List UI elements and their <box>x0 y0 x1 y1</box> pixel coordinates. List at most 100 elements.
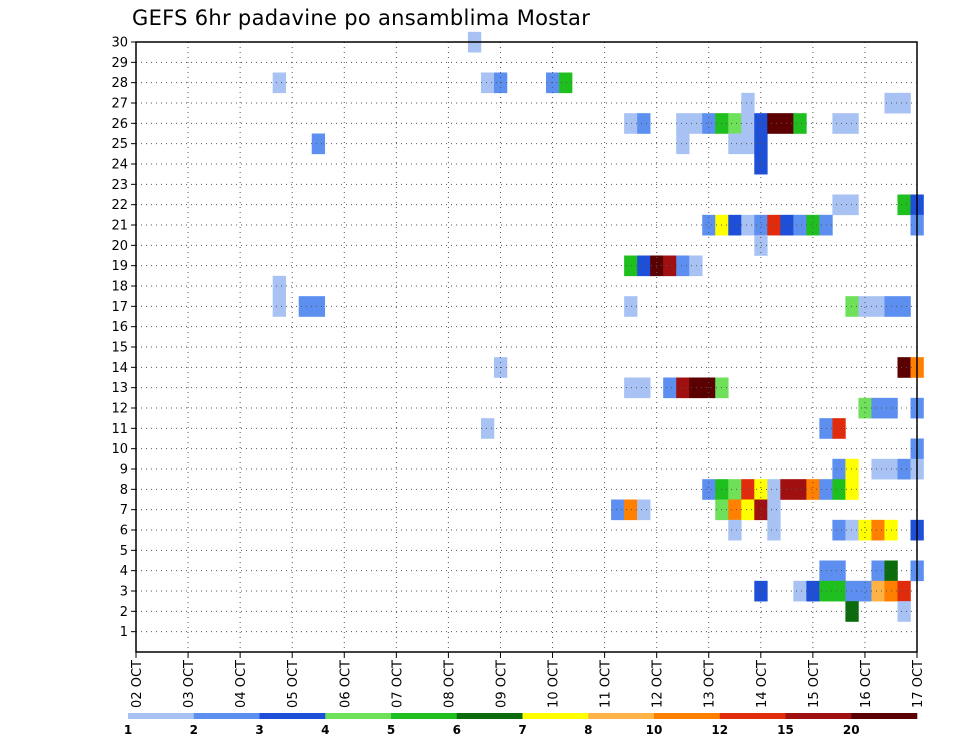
data-cell <box>298 296 313 317</box>
y-tick-label: 24 <box>111 158 128 173</box>
y-tick-label: 11 <box>111 422 128 437</box>
data-cell <box>871 397 885 419</box>
y-tick-label: 19 <box>111 259 128 274</box>
data-cell <box>793 214 807 236</box>
legend-swatch <box>193 713 260 719</box>
data-cell <box>767 479 781 500</box>
legend-swatch <box>851 713 918 719</box>
data-cell <box>637 255 651 277</box>
y-tick-label: 9 <box>120 463 128 478</box>
y-tick-label: 13 <box>111 381 128 396</box>
x-tick-label: 09 OCT <box>494 660 509 708</box>
data-cell <box>741 214 755 236</box>
legend-swatch <box>259 713 326 719</box>
data-cell <box>611 499 625 521</box>
legend-swatch <box>719 713 786 719</box>
data-cell <box>676 255 690 277</box>
data-cell <box>702 214 716 236</box>
data-cell <box>806 580 820 602</box>
data-cell <box>845 113 859 134</box>
data-cell <box>728 113 742 134</box>
legend-label: 6 <box>453 723 461 737</box>
y-tick-label: 29 <box>111 56 128 71</box>
data-cell <box>754 133 768 155</box>
x-tick-label: 04 OCT <box>234 660 249 708</box>
x-tick-label: 12 OCT <box>651 660 666 708</box>
x-tick-label: 13 OCT <box>703 660 718 708</box>
data-cell <box>559 72 573 94</box>
legend-label: 1 <box>124 723 132 737</box>
data-cell <box>793 479 807 500</box>
data-cell <box>767 113 781 134</box>
y-tick-label: 17 <box>111 300 128 315</box>
data-cell <box>832 560 846 582</box>
data-cell <box>676 377 690 399</box>
data-cell <box>728 214 742 236</box>
data-cell <box>897 580 911 602</box>
data-cell <box>624 499 638 521</box>
legend-label: 20 <box>843 723 860 737</box>
data-cell <box>871 519 885 541</box>
y-tick-label: 21 <box>111 219 128 234</box>
y-tick-label: 16 <box>111 320 128 335</box>
y-tick-label: 18 <box>111 280 128 295</box>
data-cell <box>897 296 911 317</box>
data-cell <box>272 296 286 317</box>
x-tick-label: 06 OCT <box>338 660 353 708</box>
x-tick-label: 16 OCT <box>859 660 874 708</box>
data-cell <box>728 479 742 500</box>
data-cell <box>767 499 781 521</box>
data-cell <box>754 214 768 236</box>
y-tick-label: 26 <box>111 117 128 132</box>
data-cell <box>637 377 651 399</box>
x-tick-label: 14 OCT <box>755 660 770 708</box>
y-tick-label: 25 <box>111 137 128 152</box>
data-cell <box>741 133 755 155</box>
data-cell <box>311 133 326 155</box>
data-cell <box>689 113 703 134</box>
data-cell <box>897 357 911 378</box>
chart-title: GEFS 6hr padavine po ansamblima Mostar <box>132 6 591 30</box>
data-cell <box>272 72 286 94</box>
data-cell <box>480 418 495 439</box>
data-cell <box>741 92 755 114</box>
data-cell <box>832 479 846 500</box>
legend-label: 15 <box>777 723 794 737</box>
legend-label: 7 <box>518 723 526 737</box>
data-cell <box>741 113 755 134</box>
y-tick-label: 12 <box>111 402 128 417</box>
data-cell <box>832 194 846 216</box>
y-tick-label: 14 <box>111 361 128 376</box>
data-cell <box>754 479 768 500</box>
data-cell <box>832 519 846 541</box>
y-tick-label: 6 <box>120 524 128 539</box>
legend-label: 5 <box>387 723 395 737</box>
y-tick-label: 22 <box>111 198 128 213</box>
legend-label: 4 <box>321 723 329 737</box>
data-cell <box>845 580 859 602</box>
data-cell <box>897 458 911 480</box>
data-cell <box>858 296 872 317</box>
legend-swatch <box>588 713 655 719</box>
data-cell <box>637 113 651 134</box>
data-cell <box>480 72 495 94</box>
data-cell <box>754 499 768 521</box>
data-cell <box>272 275 286 297</box>
data-cell <box>689 377 703 399</box>
data-cell <box>871 560 885 582</box>
x-tick-label: 11 OCT <box>599 660 614 708</box>
x-tick-label: 17 OCT <box>911 660 926 708</box>
data-cell <box>845 519 859 541</box>
data-cell <box>793 113 807 134</box>
data-cell <box>637 499 651 521</box>
data-cell <box>689 255 703 277</box>
x-tick-label: 05 OCT <box>286 660 301 708</box>
data-cell <box>793 580 807 602</box>
data-cell <box>702 479 716 500</box>
data-cell <box>832 458 846 480</box>
data-cell <box>741 479 755 500</box>
data-cell <box>897 92 911 114</box>
y-tick-label: 8 <box>120 483 128 498</box>
legend-swatch <box>325 713 392 719</box>
